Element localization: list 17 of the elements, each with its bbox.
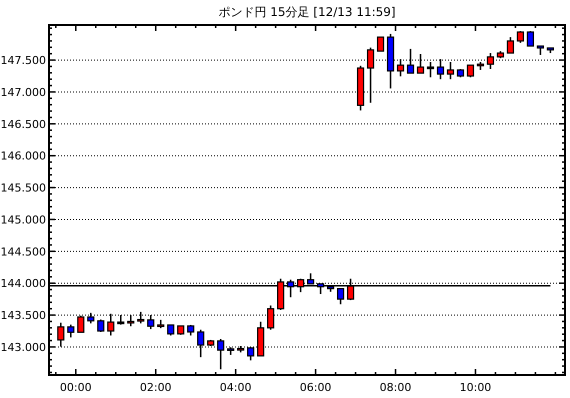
ytick: 147.000 (0, 86, 46, 99)
ytick: 146.000 (0, 150, 46, 163)
ytick: 145.000 (0, 213, 46, 226)
title: ポンド円 15分足 [12/13 11:59] (218, 5, 396, 19)
ytick: 144.000 (0, 277, 46, 290)
ytick: 143.500 (0, 309, 46, 322)
ytick: 145.500 (0, 182, 46, 195)
xtick: 06:00 (300, 381, 332, 394)
xtick: 02:00 (140, 381, 172, 394)
xtick: 04:00 (220, 381, 252, 394)
xtick: 08:00 (380, 381, 412, 394)
ytick: 147.500 (0, 54, 46, 68)
ytick: 143.000 (0, 340, 46, 354)
ytick: 146.500 (0, 118, 46, 131)
ytick: 144.500 (0, 245, 46, 258)
xtick: 00:00 (60, 381, 92, 394)
xtick: 10:00 (460, 381, 492, 394)
